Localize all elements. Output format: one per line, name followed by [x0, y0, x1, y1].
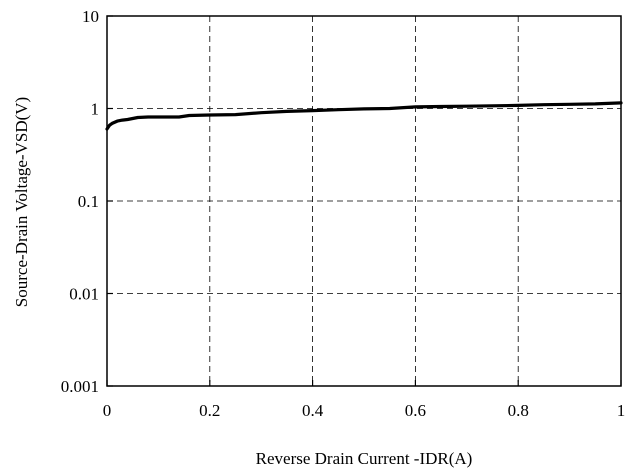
x-tick-labels: 0 0.2 0.4 0.6 0.8 1 — [103, 401, 626, 420]
y-tick-labels: 0.001 0.01 0.1 1 10 — [61, 7, 99, 396]
x-tick-label: 0.4 — [302, 401, 324, 420]
y-tick-label: 0.01 — [69, 285, 99, 304]
x-tick-label: 0.8 — [508, 401, 529, 420]
x-tick-label: 0 — [103, 401, 112, 420]
series-layer — [105, 101, 623, 131]
y-tick-label: 0.1 — [78, 192, 99, 211]
y-tick-label: 0.001 — [61, 377, 99, 396]
plot-frame — [106, 15, 622, 387]
x-tick-label: 0.6 — [405, 401, 426, 420]
x-axis-title: Reverse Drain Current -IDR(A) — [256, 449, 473, 468]
x-tick-label: 0.2 — [199, 401, 220, 420]
x-tick-label: 1 — [617, 401, 626, 420]
series-line — [105, 101, 623, 131]
y-tick-label: 1 — [91, 100, 100, 119]
grid — [107, 16, 621, 386]
y-axis-title: Source-Drain Voltage-VSD(V) — [12, 97, 31, 307]
y-tick-label: 10 — [82, 7, 99, 26]
ticks — [106, 15, 622, 387]
